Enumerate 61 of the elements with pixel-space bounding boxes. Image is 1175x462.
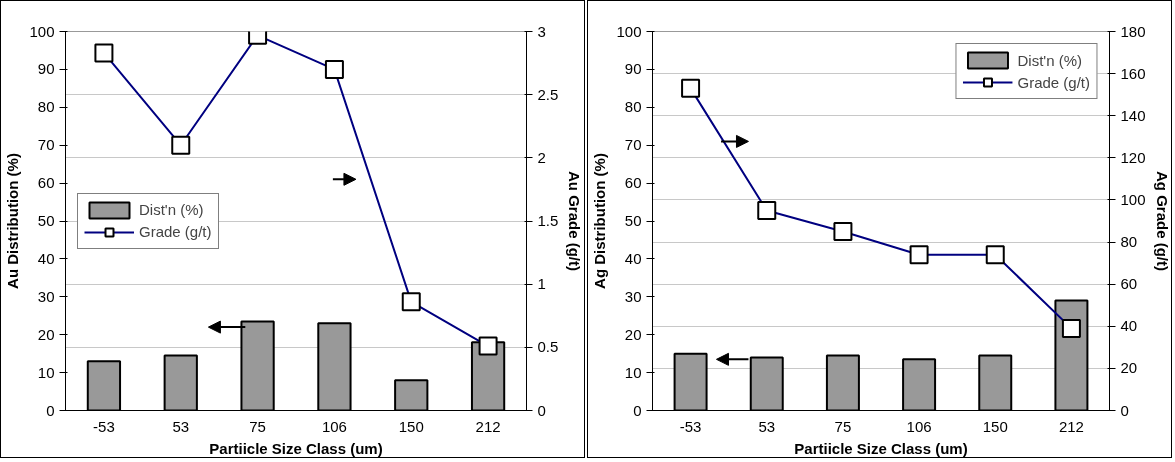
y-tick-label: 100 [616,22,642,40]
y-tick-label: 70 [624,136,642,154]
y-tick-label: 50 [624,212,642,229]
y-tick-label: 60 [624,174,642,192]
y2-tick-label: 120 [1120,148,1146,166]
y-tick-label: 70 [37,136,55,154]
y-tick-label: 60 [37,174,55,192]
x-axis-title: Partiicle Size Class (um) [209,439,383,457]
y-tick-label: 0 [633,401,642,419]
y-tick-label: 40 [624,249,642,267]
y-tick-label: 30 [37,287,55,305]
y2-axis-title: Au Grade (g/t) [566,171,584,271]
y-tick-label: 20 [624,325,642,343]
y-tick-label: 100 [29,22,55,40]
y2-tick-label: 160 [1120,64,1146,82]
y2-tick-label: 140 [1120,106,1146,124]
y-axis-title: Ag Distribution (%) [591,153,609,289]
y2-tick-label: 180 [1120,22,1146,40]
y2-tick-label: 40 [1120,317,1138,335]
legend-label: Dist'n (%) [1017,51,1083,69]
x-tick-label: -53 [679,417,702,435]
y2-tick-label: 100 [1120,190,1146,208]
x-tick-label: 212 [475,417,501,435]
legend-label: Grade (g/t) [1017,73,1090,91]
y-tick-label: 20 [37,325,55,343]
y2-tick-label: 60 [1120,275,1138,293]
y-tick-label: 50 [37,212,55,229]
y2-tick-label: 1.5 [537,212,559,229]
x-tick-label: 150 [982,417,1008,435]
x-tick-label: 53 [172,417,190,435]
y2-tick-label: 80 [1120,233,1138,251]
x-tick-label: 53 [758,417,776,435]
x-tick-label: 150 [398,417,424,435]
y2-tick-label: 0.5 [537,338,559,356]
y-tick-label: 10 [624,363,642,381]
y2-tick-label: 2.5 [537,85,559,103]
x-tick-label: 106 [321,417,347,435]
x-tick-label: -53 [93,417,115,435]
legend-label: Grade (g/t) [139,223,212,240]
y2-tick-label: 3 [537,22,546,40]
y-tick-label: 40 [37,249,55,267]
y2-tick-label: 0 [537,401,546,419]
y2-tick-label: 0 [1120,401,1129,419]
y2-tick-label: 2 [537,148,546,166]
x-tick-label: 212 [1058,417,1084,435]
y-tick-label: 0 [46,401,55,419]
y2-tick-label: 1 [537,275,546,293]
y2-axis-title: Ag Grade (g/t) [1153,171,1171,271]
y-tick-label: 10 [37,363,55,381]
y-tick-label: 80 [624,98,642,116]
legend-label: Dist'n (%) [139,201,204,218]
x-tick-label: 106 [906,417,932,435]
y-tick-label: 80 [37,98,55,116]
y-axis-title: Au Distribution (%) [4,153,22,289]
y-tick-label: 30 [624,287,642,305]
x-axis-title: Partiicle Size Class (um) [794,439,968,457]
y-tick-label: 90 [624,60,642,78]
x-tick-label: 75 [249,417,266,435]
x-tick-label: 75 [834,417,852,435]
y-tick-label: 90 [37,60,55,78]
y2-tick-label: 20 [1120,359,1138,377]
